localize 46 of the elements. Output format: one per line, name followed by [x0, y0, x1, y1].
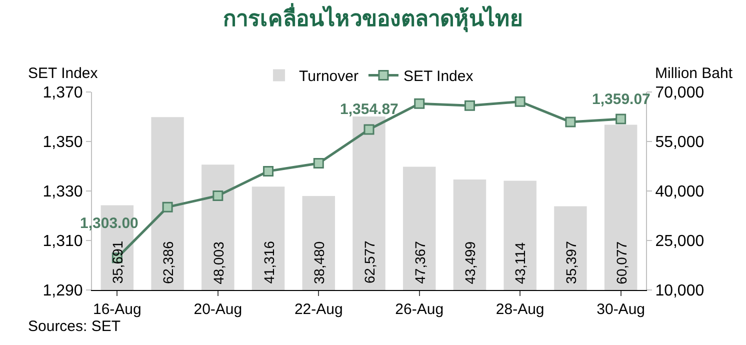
point [263, 166, 274, 176]
y-tick-label: 1,350 [42, 134, 83, 152]
point [514, 96, 526, 107]
data-label: 1,354.87 [340, 101, 398, 118]
data-label: 48,003 [210, 241, 226, 284]
x-tick-label: 20-Aug [194, 301, 242, 318]
source-note: Sources: SET [28, 318, 121, 335]
x-tick-label: 22-Aug [294, 301, 343, 318]
y-tick-label: 1,330 [42, 184, 83, 201]
x-tick-label: 30-Aug [596, 301, 646, 318]
data-label: 43,114 [512, 242, 528, 284]
point [364, 124, 374, 135]
data-label: 43,499 [462, 241, 478, 284]
point [565, 116, 576, 128]
y-tick-label: 1,310 [42, 233, 83, 250]
x-tick-label: 28-Aug [496, 301, 544, 318]
data-label: 62,386 [160, 241, 176, 284]
data-label: 1,303.00 [80, 215, 138, 232]
y2-axis-title: Million Baht [655, 65, 734, 82]
data-label: 41,316 [260, 240, 277, 284]
y2-tick-label: 25,000 [655, 233, 704, 250]
data-label: 35,397 [562, 240, 579, 284]
y-tick-label: 1,290 [42, 282, 83, 300]
y2-tick-label: 40,000 [655, 184, 704, 201]
x-tick-label: 16-Aug [92, 301, 142, 318]
legend-label: Turnover [299, 68, 358, 86]
point [464, 100, 475, 111]
data-label: 60,077 [613, 241, 630, 284]
chart-title: การเคลื่อนไหวของตลาดหุ้นไทย [223, 2, 523, 33]
y2-tick-label: 55,000 [655, 134, 704, 152]
data-label: 38,480 [311, 241, 328, 284]
y-tick-label: 1,370 [42, 84, 83, 102]
y-axis-title: SET Index [28, 65, 98, 82]
legend-label: SET Index [403, 68, 474, 86]
data-label: 62,577 [362, 240, 378, 284]
data-label: 1,359.07 [592, 91, 650, 108]
point [212, 190, 224, 201]
point [616, 114, 626, 124]
point [162, 202, 173, 212]
point [414, 98, 425, 109]
data-label: 47,367 [412, 240, 428, 284]
y2-tick-label: 10,000 [655, 282, 704, 300]
y2-tick-label: 70,000 [655, 84, 704, 102]
data-label: 35,691 [110, 240, 126, 284]
x-tick-label: 26-Aug [395, 301, 444, 318]
point [313, 158, 324, 169]
